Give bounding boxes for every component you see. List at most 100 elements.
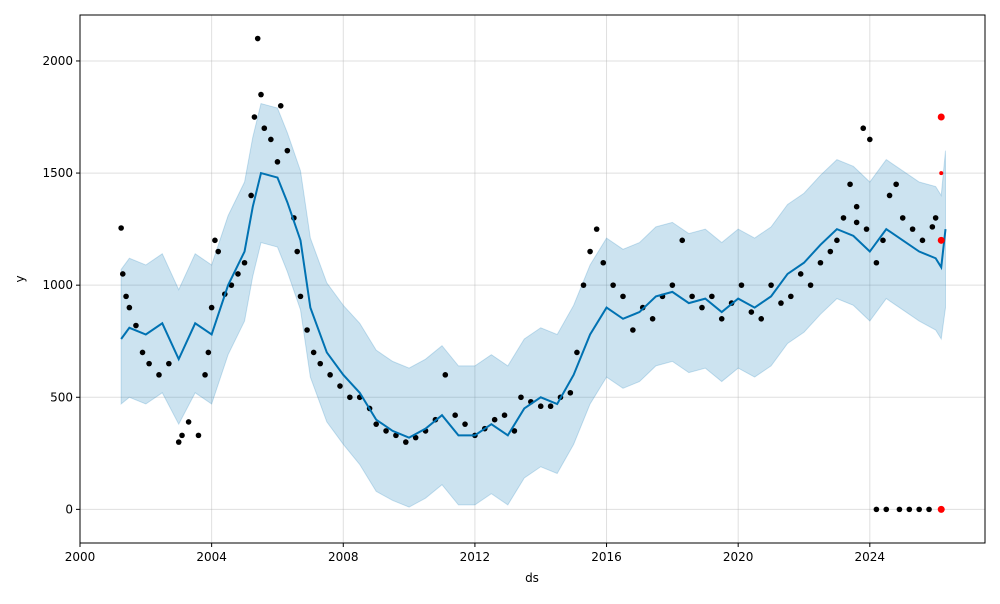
observed-point	[593, 226, 600, 232]
observed-point	[853, 219, 860, 226]
observed-point	[297, 293, 304, 300]
observed-point	[547, 403, 554, 410]
x-tick-label: 2004	[196, 550, 227, 564]
y-tick-label: 500	[50, 390, 73, 404]
x-tick-label: 2024	[855, 550, 886, 564]
observed-point	[208, 304, 215, 311]
y-tick-label: 0	[65, 502, 73, 516]
highlighted-point	[937, 113, 945, 121]
observed-point	[929, 224, 936, 230]
observed-point	[817, 259, 824, 266]
observed-point	[310, 349, 317, 356]
observed-point	[254, 35, 261, 42]
observed-point	[442, 372, 449, 378]
observed-point	[452, 412, 458, 419]
observed-point	[156, 372, 162, 378]
observed-point	[304, 327, 310, 333]
observed-point	[718, 315, 725, 322]
uncertainty-interval	[120, 102, 947, 508]
x-tick-label: 2000	[65, 550, 96, 564]
observed-point	[788, 293, 794, 300]
x-tick-label: 2012	[460, 550, 491, 564]
observed-point	[840, 215, 847, 221]
observed-point	[649, 315, 656, 322]
observed-point	[403, 439, 409, 445]
observed-point	[118, 225, 124, 231]
observed-point	[600, 259, 607, 266]
observed-point	[119, 271, 126, 277]
observed-point	[251, 114, 258, 120]
observed-point	[873, 259, 880, 266]
highlighted-point	[937, 236, 945, 244]
observed-point	[373, 421, 379, 427]
grid-lines	[79, 15, 985, 543]
observed-point	[175, 439, 182, 445]
observed-point	[274, 159, 281, 165]
observed-point	[393, 432, 399, 439]
observed-point	[205, 349, 212, 356]
observed-point	[827, 248, 834, 255]
observed-point	[807, 282, 814, 288]
observed-point	[139, 349, 146, 356]
highlighted-point	[939, 171, 944, 176]
observed-point	[133, 322, 139, 329]
observed-point	[758, 315, 765, 322]
observed-point	[258, 91, 264, 98]
observed-point	[919, 237, 926, 244]
observed-point	[491, 416, 498, 423]
observed-point	[248, 192, 254, 199]
observed-point	[587, 248, 593, 255]
observed-point	[873, 506, 880, 513]
observed-point	[863, 226, 870, 232]
observed-point	[185, 419, 192, 425]
observed-point	[501, 412, 508, 419]
observed-point	[630, 327, 636, 333]
observed-point	[241, 259, 248, 266]
plot-frame	[79, 14, 986, 544]
x-axis: 2000 2004 2008 2012 2016 2020 2024	[65, 543, 885, 564]
observed-point	[567, 389, 574, 396]
observed-point	[123, 293, 129, 300]
y-axis: 0 500 1000 1500 2000	[42, 54, 80, 516]
y-axis-label: y	[13, 275, 27, 282]
observed-point	[610, 282, 616, 288]
observed-point	[518, 394, 524, 401]
observed-point	[195, 432, 202, 439]
y-tick-label: 1500	[42, 166, 73, 180]
observed-point	[909, 226, 916, 232]
x-axis-label: ds	[525, 571, 539, 585]
observed-point	[860, 125, 867, 132]
y-tick-label: 1000	[42, 278, 73, 292]
observed-point	[899, 215, 906, 221]
observed-point	[166, 360, 172, 367]
x-tick-label: 2020	[723, 550, 754, 564]
observed-point	[797, 271, 804, 277]
observed-point	[228, 282, 235, 288]
observed-point	[537, 403, 544, 410]
observed-point	[337, 383, 343, 389]
observed-point	[669, 282, 676, 288]
observed-point	[906, 506, 913, 513]
observed-point	[574, 349, 580, 356]
observed-point	[834, 237, 840, 244]
observed-point	[327, 372, 333, 378]
observed-point	[679, 237, 686, 244]
observed-point	[347, 394, 353, 401]
observed-point	[277, 103, 284, 109]
x-tick-label: 2016	[591, 550, 622, 564]
observed-point	[867, 136, 873, 143]
highlighted-points	[937, 113, 945, 513]
observed-point	[202, 372, 208, 378]
observed-point	[620, 293, 626, 300]
y-tick-label: 2000	[42, 54, 73, 68]
observed-point	[235, 271, 241, 277]
observed-point	[699, 304, 705, 311]
observed-point	[886, 192, 893, 199]
x-tick-label: 2008	[328, 550, 359, 564]
observed-point	[268, 136, 274, 143]
observed-point	[580, 282, 587, 288]
observed-point	[511, 428, 518, 434]
observed-point	[748, 309, 755, 315]
observed-point	[126, 304, 133, 311]
